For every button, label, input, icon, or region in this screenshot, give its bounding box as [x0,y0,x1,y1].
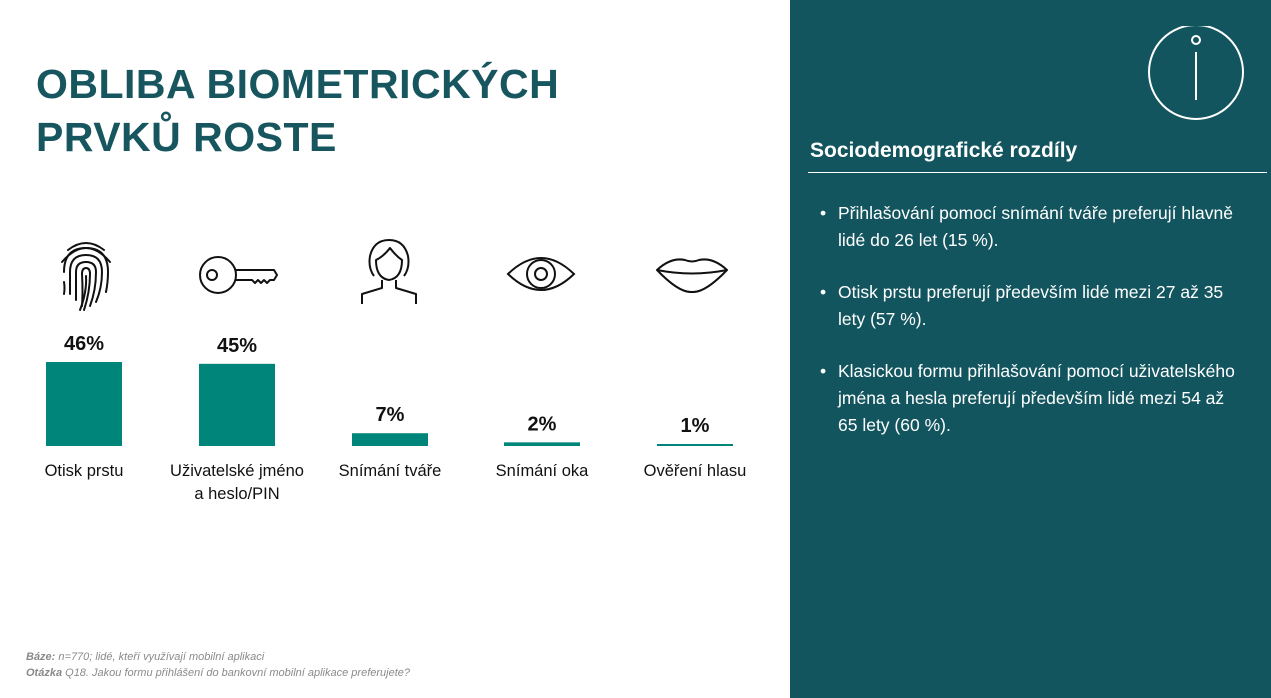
question-footnote-label: Otázka [26,667,63,679]
bar [657,444,733,446]
bullet-list: Přihlašování pomocí snímání tváře prefer… [820,200,1240,464]
base-footnote-text: n=770; lidé, kteří využívají mobilní apl… [55,651,265,663]
category-label: Snímání oka [496,462,589,480]
fingerprint-icon [56,236,116,312]
data-label: 46% [64,333,104,355]
category-label: Otisk prstu [45,462,124,480]
category-label: Uživatelské jméno [170,462,304,480]
category-label: Ověření hlasu [644,462,747,480]
bar-chart: 46% Otisk prstu 45% Uživatelské jméno a hesl… [45,333,747,503]
lips-icon [655,255,729,293]
base-footnote-label: Báze: [26,651,56,663]
page-title-line-2: PRVKŮ ROSTE [36,114,337,160]
bar [352,433,428,446]
question-footnote-text: Q18. Jakou formu přihlášení do bankovní … [62,667,411,679]
data-label: 2% [528,413,557,435]
page-title-line-1: OBLIBA BIOMETRICKÝCH [36,61,560,107]
info-panel: Sociodemografické rozdíly Přihlašování p… [790,0,1271,698]
panel-title: Sociodemografické rozdíly [810,139,1078,162]
eye-icon [506,252,576,296]
key-icon [198,254,278,296]
bar [504,442,580,446]
bar [46,362,122,446]
data-label: 7% [376,404,405,426]
base-footnote: Báze: n=770; lidé, kteří využívají mobil… [26,651,264,663]
bullet-item: Přihlašování pomocí snímání tváře prefer… [820,200,1240,254]
bullet-item: Otisk prstu preferují především lidé mez… [820,279,1240,333]
data-label: 45% [217,335,257,357]
info-icon [1148,24,1248,125]
bullet-item: Klasickou formu přihlašování pomocí uživ… [820,358,1240,439]
data-label: 1% [681,415,710,437]
category-label: a heslo/PIN [194,485,279,503]
bar [199,363,275,446]
question-footnote: Otázka Q18. Jakou formu přihlášení do ba… [26,667,410,679]
face-icon [360,238,418,304]
panel-divider [808,172,1267,173]
category-label: Snímání tváře [339,462,442,480]
page-title: OBLIBA BIOMETRICKÝCH PRVKŮ ROSTE [36,58,559,164]
